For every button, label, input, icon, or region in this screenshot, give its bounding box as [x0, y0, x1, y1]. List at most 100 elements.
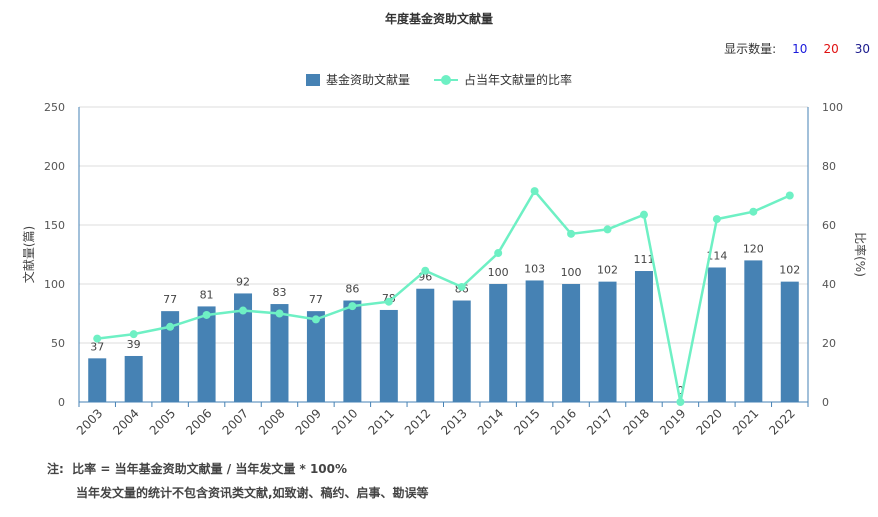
bar	[270, 304, 289, 402]
bar-value-label: 83	[272, 286, 286, 299]
ratio-point	[202, 310, 211, 319]
x-tick-label: 2021	[730, 406, 761, 437]
y-left-tick-label: 0	[58, 396, 65, 409]
ratio-point	[311, 315, 320, 324]
bar	[343, 300, 362, 402]
legend-item-funded-count[interactable]: 基金资助文献量	[305, 71, 410, 88]
bar	[416, 288, 435, 402]
x-tick-label: 2003	[74, 406, 105, 437]
note-line-2: 当年发文量的统计不包含资讯类文献,如致谢、稿约、启事、勘误等	[76, 486, 429, 500]
legend-bar-swatch	[305, 73, 320, 86]
bar	[88, 358, 107, 402]
bar	[379, 309, 398, 402]
y-left-axis-title: 文献量(篇)	[21, 226, 36, 283]
legend-label-ratio: 占当年文献量的比率	[464, 73, 573, 87]
y-right-tick-label: 40	[822, 278, 836, 291]
x-tick-label: 2022	[766, 406, 797, 437]
display-count-selector: 显示数量: 10 20 30	[724, 40, 870, 57]
ratio-point	[275, 309, 284, 318]
y-left-tick-label: 250	[44, 101, 65, 114]
note-line-1: 注: 比率 = 当年基金资助文献量 / 当年发文量 * 100%	[47, 461, 429, 485]
y-right-tick-label: 100	[822, 101, 843, 114]
bar-value-label: 77	[309, 293, 323, 306]
bar-value-label: 37	[90, 340, 104, 353]
ratio-point	[166, 322, 175, 331]
bar-value-label: 86	[345, 283, 359, 296]
ratio-point	[384, 297, 393, 306]
x-tick-label: 2006	[183, 406, 214, 437]
bar	[707, 267, 726, 402]
y-right-tick-label: 80	[822, 160, 836, 173]
ratio-point	[749, 207, 758, 216]
bar	[197, 306, 216, 402]
y-right-tick-label: 60	[822, 219, 836, 232]
x-tick-label: 2019	[657, 406, 688, 437]
x-tick-label: 2008	[256, 406, 287, 437]
ratio-point	[494, 249, 503, 258]
chart-notes: 注: 比率 = 当年基金资助文献量 / 当年发文量 * 100% 当年发文量的统…	[47, 461, 429, 509]
bar	[744, 260, 763, 402]
bar	[161, 311, 180, 402]
x-tick-label: 2014	[475, 406, 506, 437]
ratio-point	[421, 266, 430, 275]
x-tick-label: 2018	[621, 406, 652, 437]
bar	[452, 300, 471, 402]
bar	[598, 281, 617, 402]
bar	[124, 355, 143, 402]
ratio-point	[93, 334, 102, 343]
note-ratio-formula: 比率 = 当年基金资助文献量 / 当年发文量 * 100%	[72, 462, 348, 476]
bar-value-label: 120	[743, 242, 764, 255]
y-left-tick-label: 50	[51, 337, 65, 350]
bar	[780, 281, 799, 402]
ratio-point	[676, 398, 685, 406]
bar	[634, 271, 653, 402]
x-tick-label: 2015	[511, 406, 542, 437]
note-prefix: 注:	[47, 462, 64, 476]
y-right-axis-title: 比率(%)	[853, 232, 868, 277]
chart-legend: 基金资助文献量 占当年文献量的比率	[0, 71, 878, 88]
ratio-point	[457, 282, 466, 291]
ratio-point	[129, 330, 138, 339]
bar-value-label: 102	[779, 264, 800, 277]
bar	[562, 284, 581, 402]
bar-value-label: 39	[127, 338, 141, 351]
bar-value-label: 92	[236, 275, 250, 288]
y-right-tick-label: 0	[822, 396, 829, 409]
bar-value-label: 81	[200, 288, 214, 301]
x-tick-label: 2009	[293, 406, 324, 437]
x-tick-label: 2007	[220, 406, 251, 437]
ratio-point	[348, 302, 357, 311]
display-count-option-10[interactable]: 10	[792, 41, 808, 56]
bar	[306, 311, 325, 402]
ratio-point	[712, 215, 721, 224]
y-left-tick-label: 200	[44, 160, 65, 173]
bar-value-label: 111	[633, 253, 654, 266]
y-left-tick-label: 100	[44, 278, 65, 291]
ratio-point	[603, 225, 612, 234]
display-count-label: 显示数量:	[724, 42, 777, 56]
bar-value-label: 77	[163, 293, 177, 306]
ratio-point	[639, 210, 648, 219]
display-count-option-30[interactable]: 30	[854, 41, 870, 56]
bar	[525, 280, 544, 402]
ratio-point	[785, 191, 794, 200]
x-tick-label: 2020	[693, 406, 724, 437]
bar-value-label: 102	[597, 264, 618, 277]
bar-value-label: 100	[561, 266, 582, 279]
bar	[489, 284, 508, 402]
bar	[234, 293, 253, 402]
legend-item-ratio[interactable]: 占当年文献量的比率	[434, 71, 572, 88]
x-tick-label: 2005	[147, 406, 178, 437]
x-tick-label: 2013	[438, 406, 469, 437]
x-tick-label: 2016	[548, 406, 579, 437]
chart-title: 年度基金资助文献量	[384, 12, 493, 26]
legend-line-swatch	[434, 74, 458, 86]
ratio-line	[97, 188, 791, 403]
bar-value-label: 103	[524, 262, 545, 275]
ratio-point	[567, 229, 576, 238]
x-tick-label: 2012	[402, 406, 433, 437]
x-tick-label: 2010	[329, 406, 360, 437]
display-count-option-20[interactable]: 20	[823, 41, 839, 56]
bar-value-label: 100	[488, 266, 509, 279]
